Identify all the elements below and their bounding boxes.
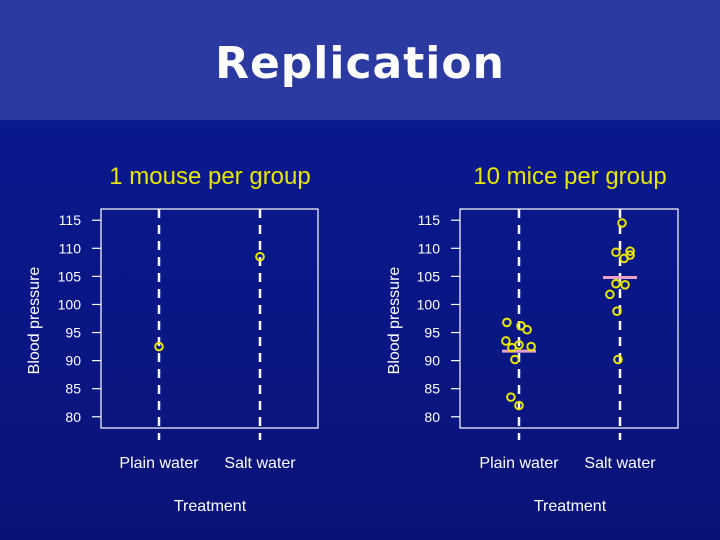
data-point (506, 392, 516, 402)
data-point (611, 278, 621, 289)
data-point (501, 336, 511, 346)
y-tick-label: 85 (65, 381, 81, 397)
y-axis-label: Blood pressure (386, 267, 403, 375)
data-point (620, 280, 630, 290)
slide-title: Replication (215, 38, 505, 89)
data-point (625, 250, 635, 260)
title-band (0, 0, 720, 120)
y-tick-label: 85 (424, 381, 440, 397)
data-point (605, 289, 615, 300)
data-point (502, 317, 512, 328)
x-tick-label: Plain water (119, 455, 199, 472)
plot-frame (100, 208, 319, 429)
y-tick-label: 95 (65, 325, 81, 341)
data-point (613, 354, 623, 365)
data-point (522, 324, 532, 335)
y-tick-label: 110 (418, 240, 441, 256)
y-tick-label: 100 (417, 296, 441, 312)
y-tick-label: 115 (59, 212, 82, 228)
chart-title: 1 mouse per group (109, 163, 310, 190)
chart-10-mice-per-group: 10 mice per group 80 85 90 95 100 105 110 115 Blo… (386, 163, 679, 515)
y-tick-label: 110 (59, 240, 82, 256)
data-point (526, 341, 536, 352)
x-axis-label: Treatment (534, 498, 607, 515)
y-tick-label: 105 (58, 268, 82, 284)
x-axis-label: Treatment (174, 498, 247, 515)
y-tick-label: 115 (418, 212, 441, 228)
y-axis-label: Blood pressure (26, 267, 43, 375)
x-tick-label: Salt water (584, 455, 656, 472)
data-point (625, 246, 635, 256)
y-tick-label: 80 (65, 409, 81, 425)
y-tick-label: 105 (417, 268, 441, 284)
y-tick-label: 90 (65, 353, 81, 369)
x-tick-label: Plain water (479, 455, 559, 472)
data-point (611, 247, 621, 258)
data-point (507, 342, 517, 353)
plot-frame (459, 208, 679, 429)
chart-1-mouse-per-group: 1 mouse per group 80 85 90 95 100 105 110 115 Blo… (26, 163, 319, 515)
data-point (514, 400, 524, 411)
y-tick-label: 80 (424, 409, 440, 425)
y-tick-label: 100 (58, 296, 82, 312)
data-point (154, 341, 164, 352)
x-tick-label: Salt water (224, 455, 296, 472)
data-point (510, 354, 520, 365)
data-point (255, 251, 265, 262)
chart-title: 10 mice per group (473, 163, 666, 190)
y-tick-label: 90 (424, 353, 440, 369)
data-point (612, 306, 622, 317)
data-point (617, 218, 627, 228)
y-tick-label: 95 (424, 325, 440, 341)
